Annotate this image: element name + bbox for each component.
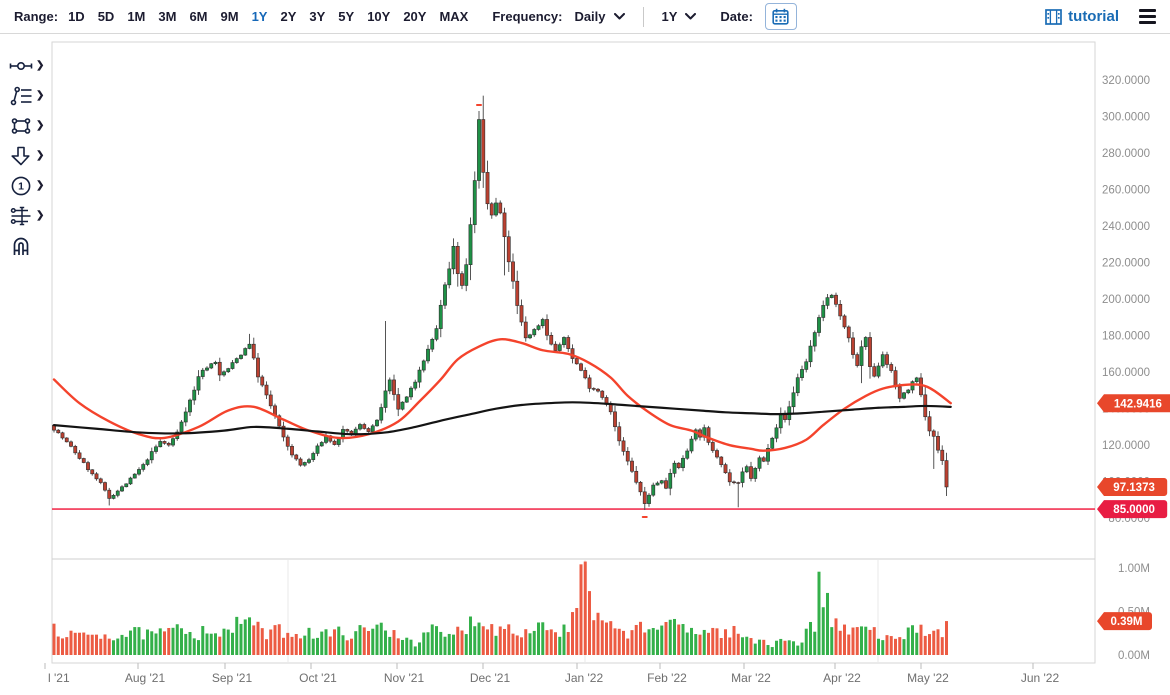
menu-button[interactable]: [1137, 5, 1158, 28]
svg-text:280.0000: 280.0000: [1102, 148, 1150, 160]
range-option-20y[interactable]: 20Y: [403, 9, 427, 24]
svg-text:Jan '22: Jan '22: [565, 671, 604, 685]
svg-text:85.0000: 85.0000: [1113, 504, 1155, 516]
drawing-toolbar: ❯ ❯ ❯ ❯ 1: [0, 34, 50, 258]
svg-text:160.0000: 160.0000: [1102, 367, 1150, 379]
range-label: Range:: [14, 9, 59, 24]
svg-text:l '21: l '21: [48, 671, 70, 685]
tool-expand-chevron[interactable]: ❯: [36, 210, 45, 221]
multi-line-icon: [10, 86, 32, 106]
period-value: 1Y: [661, 9, 678, 24]
candles: [52, 95, 949, 511]
range-option-1d[interactable]: 1D: [68, 9, 85, 24]
rectangle-shape-icon: [11, 118, 31, 134]
range-option-3y[interactable]: 3Y: [309, 9, 326, 24]
svg-text:Apr '22: Apr '22: [823, 671, 861, 685]
svg-text:Mar '22: Mar '22: [731, 671, 771, 685]
toolbar: Range: 1D 5D 1M 3M 6M 9M 1Y 2Y 3Y 5Y 10Y 20Y MAX Fre…: [0, 0, 1170, 34]
frequency-dropdown[interactable]: Daily: [572, 9, 626, 24]
measure-tool[interactable]: ❯: [9, 204, 50, 228]
svg-text:Oct '21: Oct '21: [299, 671, 337, 685]
svg-text:220.0000: 220.0000: [1102, 258, 1150, 270]
frequency-label: Frequency:: [492, 9, 563, 24]
range-option-1y[interactable]: 1Y: [251, 9, 268, 24]
tool-expand-chevron[interactable]: ❯: [36, 120, 45, 131]
svg-text:Jun '22: Jun '22: [1021, 671, 1060, 685]
range-option-5y[interactable]: 5Y: [338, 9, 355, 24]
toolbar-divider: [642, 6, 644, 27]
magnet-tool[interactable]: [9, 234, 50, 258]
svg-text:97.1373: 97.1373: [1113, 482, 1155, 494]
axis-badge-142.9416: 142.9416: [1097, 394, 1170, 413]
trendline-icon: [9, 62, 33, 71]
svg-text:0.00M: 0.00M: [1118, 650, 1150, 662]
annotation-marker[interactable]: [641, 516, 648, 519]
svg-text:300.0000: 300.0000: [1102, 112, 1150, 124]
svg-text:Feb '22: Feb '22: [647, 671, 687, 685]
axis-badge-85.0000[interactable]: 85.0000: [1097, 500, 1168, 519]
svg-text:0.39M: 0.39M: [1111, 616, 1143, 628]
svg-text:260.0000: 260.0000: [1102, 185, 1150, 197]
svg-text:Dec '21: Dec '21: [470, 671, 511, 685]
trendline-tool[interactable]: ❯: [9, 54, 50, 78]
svg-text:May '22: May '22: [907, 671, 949, 685]
tool-expand-chevron[interactable]: ❯: [36, 150, 45, 161]
price-chart[interactable]: 320.0000 300.0000 280.0000 260.0000 240.0000…: [0, 34, 1170, 695]
svg-text:200.0000: 200.0000: [1102, 294, 1150, 306]
range-option-10y[interactable]: 10Y: [367, 9, 391, 24]
frequency-value: Daily: [574, 9, 606, 24]
svg-text:180.0000: 180.0000: [1102, 331, 1150, 343]
tool-expand-chevron[interactable]: ❯: [36, 180, 45, 191]
tool-expand-chevron[interactable]: ❯: [36, 60, 45, 71]
range-option-2y[interactable]: 2Y: [280, 9, 297, 24]
film-frame-icon: [1045, 8, 1063, 25]
arrow-down-icon: [11, 146, 30, 166]
chart-region: 320.0000 300.0000 280.0000 260.0000 240.0000…: [0, 34, 1170, 695]
annotation-markers: [476, 104, 648, 519]
svg-text:120.0000: 120.0000: [1102, 440, 1150, 452]
chevron-down-icon: [685, 13, 697, 20]
number-one-circle-icon: 1: [11, 176, 31, 196]
svg-text:Aug '21: Aug '21: [125, 671, 166, 685]
multi-line-tool[interactable]: ❯: [9, 84, 50, 108]
period-dropdown[interactable]: 1Y: [660, 9, 699, 24]
range-option-6m[interactable]: 6M: [189, 9, 208, 24]
axis-badge-0.39M: 0.39M: [1097, 612, 1152, 631]
axis-badge-97.1373: 97.1373: [1097, 477, 1168, 496]
svg-text:Sep '21: Sep '21: [212, 671, 253, 685]
axis-badges: 142.9416 97.1373 85.0000 0.39M: [1097, 394, 1170, 631]
ma-black-line: [52, 401, 952, 436]
levels-icon: [10, 206, 31, 226]
date-label: Date:: [720, 9, 753, 24]
svg-text:1.00M: 1.00M: [1118, 563, 1150, 575]
volume-bars: [52, 561, 948, 655]
calendar-icon: [772, 8, 790, 25]
range-option-9m[interactable]: 9M: [220, 9, 239, 24]
range-option-1m[interactable]: 1M: [127, 9, 146, 24]
brand-name: tutorial: [1068, 8, 1119, 25]
range-option-3m[interactable]: 3M: [158, 9, 177, 24]
chevron-down-icon: [613, 13, 625, 20]
svg-text:320.0000: 320.0000: [1102, 75, 1150, 87]
arrow-tool[interactable]: ❯: [9, 144, 50, 168]
ma-red-line: [52, 337, 952, 452]
x-axis: l '21 Aug '21 Sep '21 Oct '21 Nov '21 Dec '21…: [44, 663, 1060, 685]
range-selector: 1D 5D 1M 3M 6M 9M 1Y 2Y 3Y 5Y 10Y 20Y MAX: [68, 9, 468, 24]
shape-tool[interactable]: ❯: [9, 114, 50, 138]
price-axis-labels: 320.0000 300.0000 280.0000 260.0000 240.0000…: [1102, 75, 1150, 525]
range-option-5d[interactable]: 5D: [97, 9, 115, 24]
annotation-tool[interactable]: 1 ❯: [9, 174, 50, 198]
svg-text:1: 1: [18, 181, 24, 193]
magnet-icon: [13, 237, 29, 255]
tool-expand-chevron[interactable]: ❯: [36, 90, 45, 101]
svg-text:142.9416: 142.9416: [1114, 398, 1162, 410]
annotation-marker[interactable]: [476, 104, 482, 107]
range-option-max[interactable]: MAX: [439, 9, 469, 24]
date-picker-button[interactable]: [764, 3, 797, 30]
svg-text:240.0000: 240.0000: [1102, 221, 1150, 233]
svg-text:Nov '21: Nov '21: [384, 671, 425, 685]
brand-logo[interactable]: tutorial: [1045, 8, 1119, 25]
